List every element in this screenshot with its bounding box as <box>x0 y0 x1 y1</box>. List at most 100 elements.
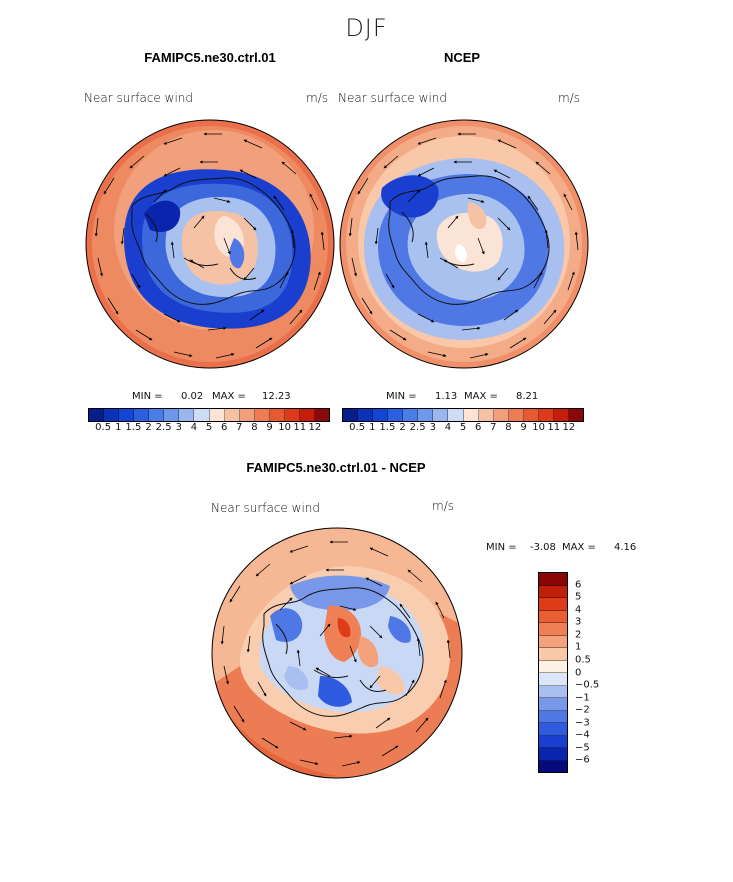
colorbar-obs-ticks: 0.5 1 1.5 2 2.5 3 4 5 6 7 8 9 10 11 12 <box>342 422 584 434</box>
colorbar-swatch <box>104 409 120 421</box>
colorbar-tick-label: 6 <box>474 422 482 433</box>
colorbar-tick-label: 11 <box>293 422 307 433</box>
colorbar-tick-label: −2 <box>575 704 590 716</box>
colorbar-tick-label: −1 <box>575 692 590 704</box>
panel-obs-variable-label: Near surface wind <box>338 91 447 105</box>
colorbar-model-swatches <box>88 408 330 422</box>
panel-diff-max-label: MAX = <box>562 542 596 553</box>
colorbar-tick-label: 9 <box>520 422 527 433</box>
polar-map-difference <box>211 527 463 779</box>
colorbar-swatch <box>358 409 374 421</box>
colorbar-swatch <box>539 685 567 698</box>
colorbar-tick-label: 0 <box>575 667 582 678</box>
season-title: DJF <box>345 14 388 42</box>
colorbar-tick-label: 1.5 <box>125 422 142 433</box>
colorbar-swatch <box>448 409 464 421</box>
colorbar-swatch <box>539 698 567 711</box>
colorbar-tick-label: 12 <box>562 422 576 433</box>
colorbar-tick-label: 2 <box>575 629 582 641</box>
colorbar-tick-label: 7 <box>490 422 497 433</box>
colorbar-swatch <box>403 409 419 421</box>
colorbar-tick-label: 8 <box>505 422 512 433</box>
colorbar-tick-label: 3 <box>175 422 182 433</box>
panel-model-max-value: 12.23 <box>262 391 291 402</box>
panel-obs-max-value: 8.21 <box>516 391 539 402</box>
colorbar-swatch <box>539 673 567 686</box>
colorbar-swatch <box>209 409 225 421</box>
colorbar-swatch <box>284 409 300 421</box>
colorbar-swatch <box>539 573 567 586</box>
colorbar-swatch <box>119 409 135 421</box>
colorbar-tick-label: 0.5 <box>575 654 591 666</box>
colorbar-tick-label: −0.5 <box>575 679 600 691</box>
colorbar-tick-label: 5 <box>575 591 582 603</box>
panel-diff-min-label: MIN = <box>486 542 517 553</box>
colorbar-swatch <box>523 409 539 421</box>
panel-diff-units: m/s <box>432 499 454 513</box>
colorbar-swatch <box>568 409 583 421</box>
colorbar-tick-label: 2 <box>145 422 152 433</box>
colorbar-swatch <box>493 409 509 421</box>
colorbar-obs-swatches <box>342 408 584 422</box>
colorbar-swatch <box>299 409 315 421</box>
panel-obs-min-label: MIN = <box>386 391 417 402</box>
colorbar-swatch <box>539 585 567 598</box>
colorbar-swatch <box>539 660 567 673</box>
panel-model-min-value: 0.02 <box>181 391 204 402</box>
colorbar-swatch <box>538 409 554 421</box>
colorbar-tick-label: 3 <box>429 422 436 433</box>
colorbar-swatch <box>194 409 210 421</box>
colorbar-swatch <box>553 409 569 421</box>
colorbar-swatch <box>539 648 567 661</box>
colorbar-tick-label: 5 <box>459 422 467 433</box>
colorbar-swatch <box>539 723 567 736</box>
colorbar-tick-label: 1 <box>115 422 122 433</box>
panel-diff-min-value: -3.08 <box>530 542 556 553</box>
colorbar-swatch <box>343 409 359 421</box>
colorbar-tick-label: 9 <box>266 422 273 433</box>
colorbar-swatch <box>539 735 567 748</box>
colorbar-swatch <box>539 710 567 723</box>
colorbar-swatch <box>254 409 270 421</box>
colorbar-swatch <box>539 610 567 623</box>
panel-obs-title: NCEP <box>443 50 481 65</box>
colorbar-obs: 0.5 1 1.5 2 2.5 3 4 5 6 7 8 9 10 11 12 <box>342 408 584 434</box>
colorbar-tick-label: 4 <box>575 604 582 616</box>
panel-obs-units: m/s <box>558 91 580 105</box>
colorbar-tick-label: 0.5 <box>349 422 366 433</box>
colorbar-swatch <box>164 409 180 421</box>
colorbar-tick-label: 4 <box>190 422 198 433</box>
colorbar-swatch <box>89 409 105 421</box>
colorbar-tick-label: 4 <box>444 422 452 433</box>
colorbar-tick-label: 2 <box>399 422 406 433</box>
colorbar-tick-label: 3 <box>575 616 582 628</box>
colorbar-tick-label: −3 <box>575 717 590 729</box>
colorbar-tick-label: 1 <box>369 422 376 433</box>
colorbar-tick-label: 5 <box>205 422 213 433</box>
colorbar-model: 0.5 1 1.5 2 2.5 3 4 5 6 7 8 9 10 11 12 <box>88 408 330 434</box>
colorbar-tick-label: 6 <box>220 422 228 433</box>
colorbar-swatch <box>224 409 240 421</box>
panel-obs-min-value: 1.13 <box>435 391 458 402</box>
colorbar-tick-label: 0.5 <box>95 422 112 433</box>
colorbar-tick-label: −5 <box>575 742 590 754</box>
colorbar-diff-ticks: 6 5 4 3 2 1 0.5 0 −0.5 −1 −2 −3 −4 −5 −6 <box>575 572 615 773</box>
colorbar-tick-label: 12 <box>308 422 322 433</box>
polar-map-obs <box>339 119 589 369</box>
colorbar-swatch <box>508 409 524 421</box>
colorbar-swatch <box>478 409 494 421</box>
colorbar-tick-label: 11 <box>547 422 561 433</box>
colorbar-swatch <box>539 635 567 648</box>
colorbar-swatch <box>239 409 255 421</box>
colorbar-tick-label: −4 <box>575 729 590 741</box>
polar-map-model <box>85 119 335 369</box>
colorbar-swatch <box>463 409 479 421</box>
colorbar-tick-label: 1.5 <box>379 422 396 433</box>
panel-model-variable-label: Near surface wind <box>84 91 193 105</box>
colorbar-swatch <box>314 409 329 421</box>
colorbar-swatch <box>539 598 567 611</box>
colorbar-swatch <box>134 409 150 421</box>
colorbar-tick-label: 6 <box>575 579 582 591</box>
panel-model-max-label: MAX = <box>212 391 246 402</box>
colorbar-tick-label: 1 <box>575 641 582 653</box>
